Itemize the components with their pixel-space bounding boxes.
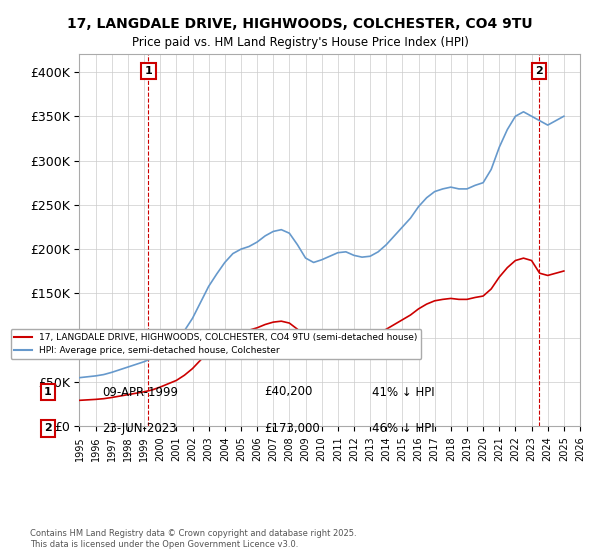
Text: 41% ↓ HPI: 41% ↓ HPI: [372, 385, 434, 399]
Text: 2: 2: [535, 66, 543, 76]
Legend: 17, LANGDALE DRIVE, HIGHWOODS, COLCHESTER, CO4 9TU (semi-detached house), HPI: A: 17, LANGDALE DRIVE, HIGHWOODS, COLCHESTE…: [11, 329, 421, 359]
Text: £173,000: £173,000: [264, 422, 320, 435]
Text: £40,200: £40,200: [264, 385, 313, 399]
Text: Contains HM Land Registry data © Crown copyright and database right 2025.
This d: Contains HM Land Registry data © Crown c…: [30, 529, 356, 549]
Text: 1: 1: [145, 66, 152, 76]
Text: 23-JUN-2023: 23-JUN-2023: [102, 422, 176, 435]
Text: 2: 2: [44, 423, 52, 433]
Text: 1: 1: [44, 387, 52, 397]
Text: 46% ↓ HPI: 46% ↓ HPI: [372, 422, 434, 435]
Text: 09-APR-1999: 09-APR-1999: [102, 385, 178, 399]
Text: Price paid vs. HM Land Registry's House Price Index (HPI): Price paid vs. HM Land Registry's House …: [131, 36, 469, 49]
Text: 17, LANGDALE DRIVE, HIGHWOODS, COLCHESTER, CO4 9TU: 17, LANGDALE DRIVE, HIGHWOODS, COLCHESTE…: [67, 17, 533, 31]
